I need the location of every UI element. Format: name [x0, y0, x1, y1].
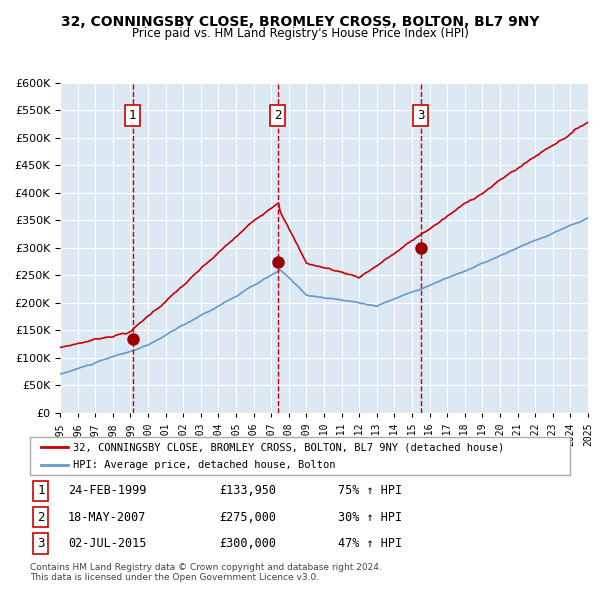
Text: 18-MAY-2007: 18-MAY-2007 — [68, 511, 146, 524]
Text: 75% ↑ HPI: 75% ↑ HPI — [338, 484, 402, 497]
Text: 32, CONNINGSBY CLOSE, BROMLEY CROSS, BOLTON, BL7 9NY: 32, CONNINGSBY CLOSE, BROMLEY CROSS, BOL… — [61, 15, 539, 29]
Text: 3: 3 — [417, 109, 425, 122]
Text: 02-JUL-2015: 02-JUL-2015 — [68, 537, 146, 550]
Text: Contains HM Land Registry data © Crown copyright and database right 2024.: Contains HM Land Registry data © Crown c… — [30, 563, 382, 572]
FancyBboxPatch shape — [30, 437, 570, 475]
Text: 2: 2 — [274, 109, 281, 122]
Text: 30% ↑ HPI: 30% ↑ HPI — [338, 511, 402, 524]
Text: 1: 1 — [37, 484, 44, 497]
Text: This data is licensed under the Open Government Licence v3.0.: This data is licensed under the Open Gov… — [30, 573, 319, 582]
Text: 24-FEB-1999: 24-FEB-1999 — [68, 484, 146, 497]
Text: 32, CONNINGSBY CLOSE, BROMLEY CROSS, BOLTON, BL7 9NY (detached house): 32, CONNINGSBY CLOSE, BROMLEY CROSS, BOL… — [73, 442, 505, 453]
Text: HPI: Average price, detached house, Bolton: HPI: Average price, detached house, Bolt… — [73, 460, 336, 470]
Text: £300,000: £300,000 — [219, 537, 276, 550]
Text: 1: 1 — [129, 109, 136, 122]
Text: £275,000: £275,000 — [219, 511, 276, 524]
Text: 3: 3 — [37, 537, 44, 550]
Text: 47% ↑ HPI: 47% ↑ HPI — [338, 537, 402, 550]
Text: £133,950: £133,950 — [219, 484, 276, 497]
Text: 2: 2 — [37, 511, 44, 524]
Text: Price paid vs. HM Land Registry's House Price Index (HPI): Price paid vs. HM Land Registry's House … — [131, 27, 469, 40]
